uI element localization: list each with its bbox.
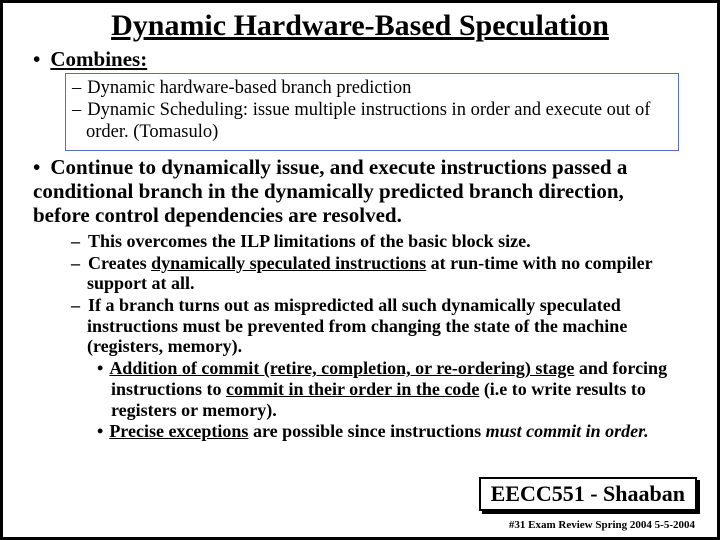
combines-box: –Dynamic hardware-based branch predictio… bbox=[65, 73, 679, 150]
sub-text-pre: Creates bbox=[88, 253, 151, 273]
sub-text: If a branch turns out as mispredicted al… bbox=[87, 295, 627, 356]
sub-text: This overcomes the ILP limitations of th… bbox=[88, 231, 531, 251]
continue-text: Continue to dynamically issue, and execu… bbox=[33, 155, 627, 227]
bullet-dot-icon: • bbox=[97, 421, 103, 441]
sub-text-underline: dynamically speculated instructions bbox=[151, 253, 426, 273]
subsub-item: • Precise exceptions are possible since i… bbox=[97, 421, 687, 442]
subsub-list: • Addition of commit (retire, completion,… bbox=[97, 358, 687, 442]
subsub-underline: Precise exceptions bbox=[109, 421, 248, 441]
subsub-italic: must commit in order. bbox=[486, 421, 649, 441]
bullet-dot-icon: • bbox=[97, 358, 103, 378]
sub-list: –This overcomes the ILP limitations of t… bbox=[71, 231, 687, 442]
sub-item: –Creates dynamically speculated instruct… bbox=[71, 253, 687, 294]
dash-icon: – bbox=[71, 253, 80, 273]
sub-item: –This overcomes the ILP limitations of t… bbox=[71, 231, 687, 252]
subsub-text: are possible since instructions bbox=[248, 421, 485, 441]
subsub-underline: Addition of commit (retire, completion, … bbox=[109, 358, 574, 378]
combines-label: Combines: bbox=[50, 47, 147, 71]
dash-icon: – bbox=[72, 100, 81, 120]
bullet-dot-icon: • bbox=[33, 155, 40, 179]
boxed-item: –Dynamic hardware-based branch predictio… bbox=[72, 78, 672, 100]
continue-bullet: •Continue to dynamically issue, and exec… bbox=[33, 155, 683, 227]
sub-item: –If a branch turns out as mispredicted a… bbox=[71, 295, 687, 357]
dash-icon: – bbox=[71, 295, 80, 315]
subsub-underline: commit in their order in the code bbox=[226, 379, 479, 399]
boxed-item: –Dynamic Scheduling: issue multiple inst… bbox=[72, 100, 672, 144]
bullet-dot-icon: • bbox=[33, 47, 40, 71]
footer-box: EECC551 - Shaaban bbox=[479, 477, 697, 511]
subsub-item: • Addition of commit (retire, completion,… bbox=[97, 358, 687, 420]
boxed-text: Dynamic Scheduling: issue multiple instr… bbox=[86, 100, 650, 142]
slide-frame: Dynamic Hardware-Based Speculation • Comb… bbox=[0, 0, 720, 540]
dash-icon: – bbox=[71, 231, 80, 251]
footer-small: #31 Exam Review Spring 2004 5-5-2004 bbox=[509, 519, 695, 531]
combines-bullet: • Combines: bbox=[33, 47, 699, 71]
slide-title: Dynamic Hardware-Based Speculation bbox=[21, 9, 699, 43]
dash-icon: – bbox=[72, 78, 81, 98]
boxed-text: Dynamic hardware-based branch prediction bbox=[87, 78, 411, 98]
